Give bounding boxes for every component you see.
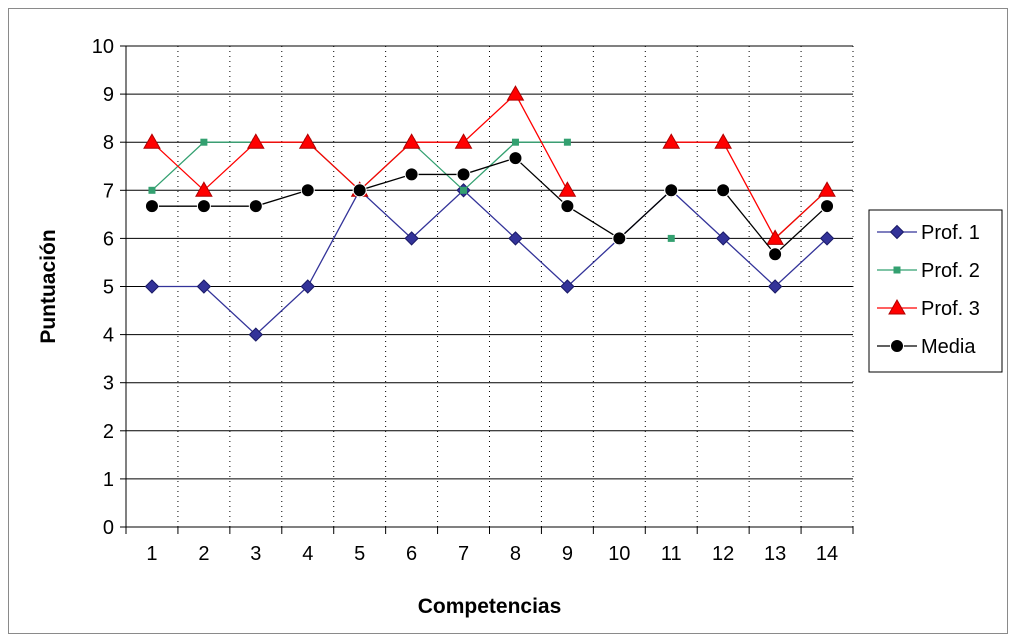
legend-item: Prof. 3 (877, 298, 980, 320)
grid (126, 45, 854, 527)
x-axis-title: Competencias (418, 595, 562, 618)
x-tick-label: 12 (712, 543, 734, 565)
data-point (664, 183, 679, 198)
data-point (818, 181, 836, 197)
data-point (195, 181, 213, 197)
data-point (148, 186, 156, 194)
data-point (508, 231, 523, 246)
data-point (456, 167, 471, 182)
data-point (143, 133, 161, 149)
data-point (888, 298, 906, 315)
data-point (506, 85, 525, 101)
x-tick-label: 3 (250, 543, 261, 565)
y-tick-label: 0 (103, 517, 114, 539)
x-tick-label: 6 (406, 543, 417, 565)
data-point (404, 167, 419, 182)
data-point (889, 224, 905, 240)
x-tick-label: 11 (661, 543, 682, 565)
data-point (460, 186, 468, 194)
legend-item: Prof. 1 (877, 222, 980, 244)
legend: Prof. 1 Prof. 2 Prof. 3 Media (868, 209, 1003, 373)
series-prof-3 (143, 85, 836, 245)
y-tick-label: 7 (103, 180, 114, 202)
series-line (151, 189, 828, 336)
data-point (511, 138, 519, 146)
y-tick-label: 9 (103, 84, 114, 106)
y-tick-label: 5 (103, 277, 114, 299)
data-point (352, 183, 367, 198)
data-point (560, 279, 575, 294)
data-point (716, 183, 731, 198)
series-line (151, 157, 828, 256)
series-layer (143, 85, 836, 342)
series-media (144, 151, 835, 262)
data-point (248, 327, 264, 342)
x-tick-label: 5 (354, 543, 365, 565)
legend-label: Media (921, 336, 976, 358)
data-point (402, 133, 421, 149)
legend-label: Prof. 2 (921, 260, 980, 282)
x-tick-label: 14 (816, 543, 838, 565)
data-point (558, 181, 577, 197)
y-tick-label: 6 (103, 228, 114, 250)
data-point (715, 231, 731, 246)
x-tick-label: 13 (764, 543, 786, 565)
y-tick-label: 10 (92, 36, 114, 58)
data-point (667, 234, 675, 242)
x-tick-label: 1 (146, 543, 157, 565)
chart-frame: 0 1 2 3 4 5 6 7 8 9 10 1 2 3 4 5 6 7 8 9 10 11 12 13 14 Puntuaci… (8, 8, 1008, 634)
series-prof-1 (144, 183, 835, 342)
legend-item: Prof. 2 (877, 260, 980, 282)
y-tick-label: 2 (103, 421, 114, 443)
data-point (890, 339, 904, 353)
x-tick-label: 4 (302, 543, 313, 565)
x-tick-label: 2 (198, 543, 209, 565)
y-tick-label: 8 (103, 132, 114, 154)
data-point (298, 133, 317, 149)
x-tick-label: 10 (608, 543, 630, 565)
data-point (819, 231, 835, 246)
data-point (246, 133, 265, 149)
legend-label: Prof. 3 (921, 298, 980, 320)
data-point (768, 247, 783, 262)
data-point (714, 133, 733, 149)
data-point (248, 199, 263, 214)
y-tick-label: 1 (103, 469, 114, 491)
data-point (563, 138, 571, 146)
data-point (144, 199, 159, 214)
legend-item: Media (877, 336, 976, 358)
data-point (893, 266, 901, 274)
data-point (766, 229, 784, 245)
legend-label: Prof. 1 (921, 222, 980, 244)
data-point (454, 133, 473, 149)
y-tick-label: 4 (103, 325, 114, 347)
y-tick-label: 3 (103, 373, 114, 395)
data-point (560, 199, 575, 214)
data-point (300, 279, 315, 294)
data-point (404, 231, 419, 246)
data-point (662, 133, 681, 149)
series-line (671, 141, 828, 240)
data-point (144, 279, 160, 294)
y-axis-title: Puntuación (37, 229, 60, 343)
data-point (300, 183, 315, 198)
x-tick-label: 9 (562, 543, 573, 565)
x-tick-label: 7 (458, 543, 469, 565)
data-point (767, 279, 783, 294)
data-point (200, 138, 208, 146)
x-tick-label: 8 (510, 543, 521, 565)
data-point (508, 151, 523, 166)
data-point (196, 199, 211, 214)
data-point (612, 231, 627, 246)
data-point (820, 199, 835, 214)
data-point (196, 279, 212, 294)
